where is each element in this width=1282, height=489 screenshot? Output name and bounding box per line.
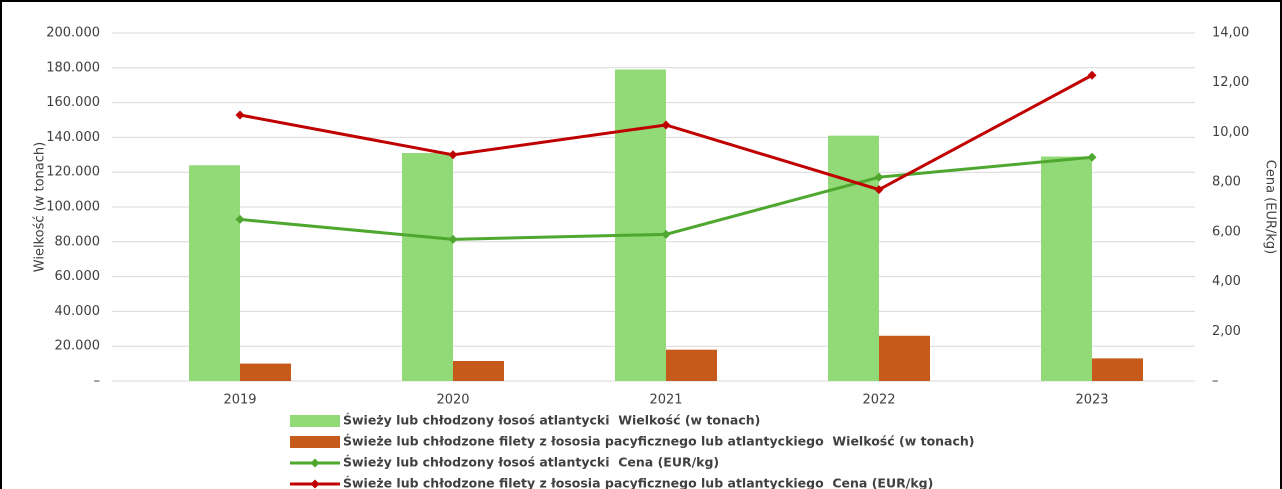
y-tick-label: 40.000	[55, 304, 101, 319]
line-marker	[874, 172, 884, 182]
line-marker	[1087, 70, 1097, 80]
y-tick-label: –	[94, 374, 101, 389]
y-tick-label: 80.000	[55, 234, 101, 249]
bar	[1092, 358, 1143, 381]
y2-tick-label: 6,00	[1212, 224, 1241, 239]
y-tick-label: 160.000	[46, 95, 100, 110]
y2-tick-label: 2,00	[1212, 324, 1241, 339]
bar	[402, 153, 453, 381]
bar	[189, 165, 240, 381]
bar	[240, 363, 291, 381]
bar	[666, 349, 717, 381]
y-tick-label: 120.000	[46, 165, 100, 180]
y2-tick-label: 8,00	[1212, 175, 1241, 190]
bar	[1041, 156, 1092, 381]
y-tick-label: 20.000	[55, 339, 101, 354]
legend-marker	[310, 479, 320, 489]
line-marker	[235, 214, 245, 224]
line-marker	[448, 234, 458, 244]
legend-swatch	[290, 415, 340, 427]
y-tick-label: 200.000	[46, 26, 100, 41]
bar	[879, 335, 930, 381]
legend-label: Świeże lub chłodzone filety z łososia pa…	[343, 434, 975, 449]
bar	[828, 135, 879, 381]
y2-tick-label: 12,00	[1212, 75, 1249, 90]
x-tick-label: 2019	[223, 393, 256, 408]
y2-tick-label: –	[1212, 374, 1219, 389]
y-tick-label: 180.000	[46, 60, 100, 75]
y-tick-label: 60.000	[55, 269, 101, 284]
line-marker	[661, 120, 671, 130]
y2-tick-label: 10,00	[1212, 125, 1249, 140]
bar	[453, 360, 504, 381]
y-tick-label: 100.000	[46, 200, 100, 215]
bar	[615, 69, 666, 381]
x-tick-label: 2021	[649, 393, 682, 408]
legend-label: Świeży lub chłodzony łosoś atlantycki Wi…	[343, 413, 760, 428]
line-marker	[448, 150, 458, 160]
legend-swatch	[290, 436, 340, 448]
line-marker	[661, 229, 671, 239]
y2-tick-label: 4,00	[1212, 274, 1241, 289]
x-tick-label: 2020	[436, 393, 469, 408]
x-tick-label: 2022	[862, 393, 895, 408]
y2-tick-label: 14,00	[1212, 26, 1249, 41]
line-marker	[874, 185, 884, 195]
y-tick-label: 140.000	[46, 130, 100, 145]
x-tick-label: 2023	[1075, 393, 1108, 408]
legend-label: Świeży lub chłodzony łosoś atlantycki Ce…	[343, 455, 719, 470]
line-marker	[235, 110, 245, 120]
y2-axis-title: Cena (EUR/kg)	[1263, 160, 1278, 254]
line-marker	[1087, 152, 1097, 162]
legend-label: Świeże lub chłodzone filety z łososia pa…	[343, 476, 933, 489]
y-axis-title: Wielkość (w tonach)	[33, 142, 48, 272]
legend-marker	[310, 458, 320, 468]
